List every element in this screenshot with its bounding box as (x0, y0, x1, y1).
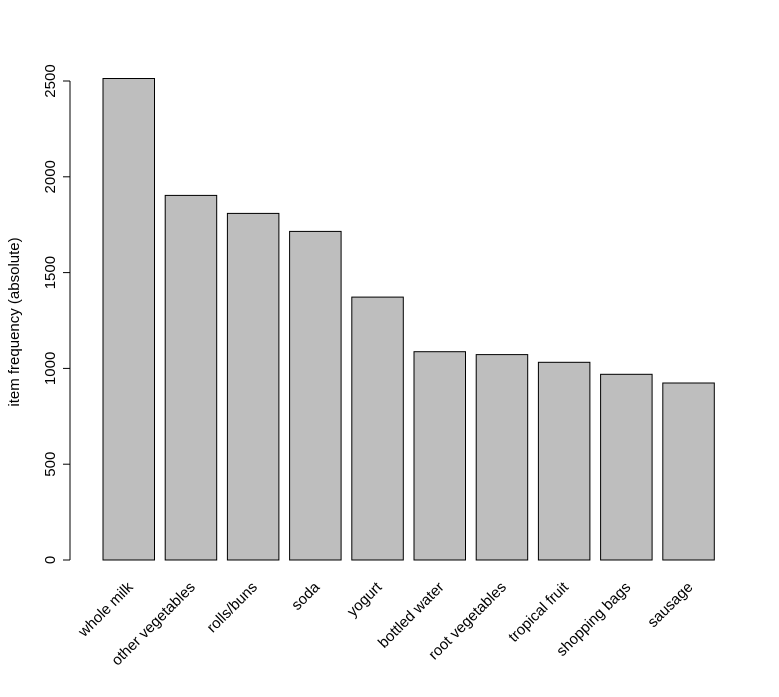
bar-rolls-buns (226, 212, 280, 561)
bar-root-vegetables (475, 354, 529, 561)
y-tick-label-0: 0 (42, 556, 59, 564)
bar-other-vegetables (164, 194, 218, 561)
y-tick-label-1000: 1000 (42, 352, 59, 385)
y-tick-label-2500: 2500 (42, 64, 59, 97)
bar-bottled-water (413, 351, 466, 561)
y-tick-label-1500: 1500 (42, 256, 59, 289)
y-axis: 0 500 1000 1500 2000 2500 (42, 64, 71, 564)
bar-yogurt (351, 296, 404, 561)
bar-shopping-bags (600, 373, 653, 561)
y-tick-label-2000: 2000 (42, 160, 59, 193)
bars-group (102, 78, 715, 561)
bar-soda (289, 230, 342, 561)
y-tick-label-500: 500 (42, 452, 59, 477)
x-category-label-tropical-fruit: tropical fruit (505, 578, 572, 645)
x-category-label-whole-milk: whole milk (74, 578, 137, 641)
x-category-label-soda: soda (288, 578, 323, 613)
bar-sausage (662, 382, 715, 561)
x-category-label-yogurt: yogurt (344, 578, 386, 620)
x-category-label-sausage: sausage (644, 579, 696, 631)
bar-whole-milk (102, 78, 155, 561)
bar-tropical-fruit (537, 361, 591, 561)
x-category-label-rolls-buns: rolls/buns (204, 579, 261, 636)
y-axis-title: item frequency (absolute) (6, 237, 23, 406)
